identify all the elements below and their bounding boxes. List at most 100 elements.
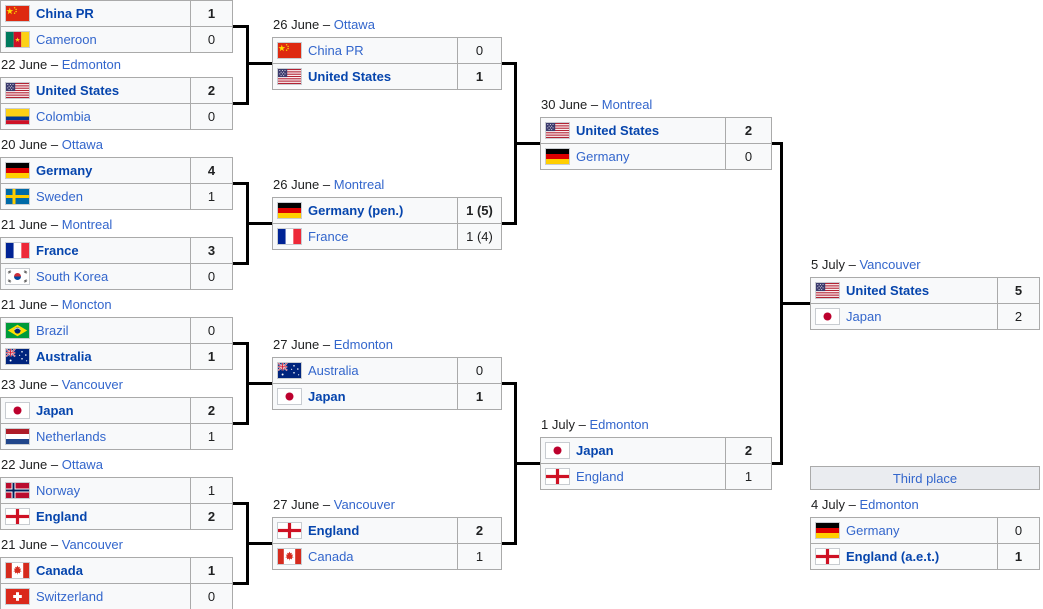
team-name-link[interactable]: England [576,469,624,484]
date-separator: – [47,377,62,392]
team-name-link[interactable]: Cameroon [36,32,97,47]
team-name-link[interactable]: England [308,523,360,538]
score-cell: 2 [457,518,501,543]
match-city-link[interactable]: Vancouver [61,537,123,552]
team-name-link[interactable]: Norway [36,483,81,498]
team-name-link[interactable]: Brazil [36,323,69,338]
match: Germany 0 England (a.e.t.) 1 [810,517,1040,570]
match-city-link[interactable]: Montreal [601,97,653,112]
match-date: 30 June – Montreal [541,97,652,113]
match-date: 20 June – Ottawa [1,137,103,153]
england-flag-icon [545,468,570,485]
score-value: 1 [475,69,484,84]
team-name-link[interactable]: Canada [36,563,83,578]
england-flag-icon [815,548,840,565]
team-row: Norway 1 [0,477,233,504]
team-name-link[interactable]: United States [576,123,660,138]
match-city-link[interactable]: Ottawa [333,17,375,32]
team-name-link[interactable]: United States [36,83,120,98]
bracket-connector [514,62,517,225]
match-city-link[interactable]: Ottawa [61,457,103,472]
bracket-connector [780,142,783,465]
team-cell: Japan [1,398,190,423]
team-cell: Germany [541,144,725,169]
match-city-link[interactable]: Edmonton [61,57,121,72]
score-cell: 0 [190,584,232,609]
score-value: 2 [207,83,216,98]
team-name-link[interactable]: Netherlands [36,429,107,444]
team-name-link[interactable]: Japan [308,389,346,404]
score-value: 1 [207,6,216,21]
team-cell: Norway [1,478,190,503]
team-cell: Australia [1,344,190,369]
score-cell: 0 [190,264,232,289]
match-city-link[interactable]: Edmonton [589,417,649,432]
third-place-header: Third place [810,466,1040,490]
match-date-text: 21 June [1,217,48,232]
team-name-link[interactable]: England [36,509,88,524]
match: China PR 1 Cameroon 0 [0,0,233,53]
team-name-link[interactable]: Australia [308,363,359,378]
team-cell: England [1,504,190,529]
team-name-link[interactable]: Sweden [36,189,83,204]
team-cell: United States [1,78,190,103]
bracket-connector [517,142,540,145]
match-city-link[interactable]: Vancouver [859,257,921,272]
team-row: China PR 1 [0,0,233,27]
bracket-connector [249,222,272,225]
match-city-link[interactable]: Vancouver [61,377,123,392]
team-name-link[interactable]: Germany [576,149,630,164]
team-name-link[interactable]: France [308,229,349,244]
date-separator: – [319,177,334,192]
third-place-link[interactable]: Third place [892,470,958,486]
team-name-link[interactable]: Japan [36,403,74,418]
team-row: Canada 1 [272,543,502,570]
team-name-link[interactable]: Germany (pen.) [308,203,404,218]
match-city-link[interactable]: Montreal [61,217,113,232]
team-name-link[interactable]: France [36,243,79,258]
team-name-link[interactable]: South Korea [36,269,109,284]
bracket-connector [249,62,272,65]
match-city-link[interactable]: Edmonton [859,497,919,512]
team-name-link[interactable]: China PR [308,43,364,58]
date-separator: – [47,457,62,472]
match-city-link[interactable]: Moncton [61,297,112,312]
team-name-link[interactable]: England (a.e.t.) [846,549,940,564]
team-cell: Cameroon [1,27,190,52]
team-name-link[interactable]: Germany [36,163,93,178]
team-cell: England [541,464,725,489]
score-cell: 1 [190,1,232,26]
team-name-link[interactable]: Japan [576,443,614,458]
united-states-flag-icon [545,122,570,139]
bracket-connector [233,182,249,185]
date-separator: – [319,17,334,32]
team-name-link[interactable]: Canada [308,549,354,564]
team-row: England 2 [272,517,502,544]
match: United States 5 Japan 2 [810,277,1040,330]
date-separator: – [574,417,590,432]
england-flag-icon [5,508,30,525]
bracket-connector [249,542,272,545]
team-name-link[interactable]: Germany [846,523,900,538]
match-date-text: 26 June [273,177,320,192]
match-city-link[interactable]: Edmonton [333,337,393,352]
team-cell: Canada [1,558,190,583]
match: Brazil 0 Australia 1 [0,317,233,370]
score-cell: 1 [457,544,501,569]
team-cell: South Korea [1,264,190,289]
team-name-link[interactable]: China PR [36,6,94,21]
score-cell: 1 (4) [457,224,501,249]
match-city-link[interactable]: Vancouver [333,497,395,512]
bracket-connector [246,342,249,425]
team-name-link[interactable]: Australia [36,349,92,364]
team-name-link[interactable]: Colombia [36,109,91,124]
team-cell: Germany [1,158,190,183]
united-states-flag-icon [277,68,302,85]
team-name-link[interactable]: Japan [846,309,882,324]
match-city-link[interactable]: Ottawa [61,137,103,152]
match-city-link[interactable]: Montreal [333,177,385,192]
team-name-link[interactable]: United States [846,283,930,298]
team-name-link[interactable]: United States [308,69,392,84]
team-name-link[interactable]: Switzerland [36,589,104,604]
sweden-flag-icon [5,188,30,205]
